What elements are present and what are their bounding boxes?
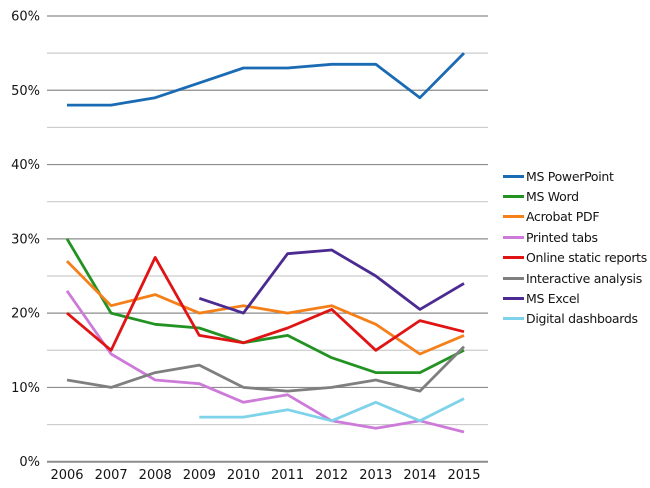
legend-label: MS Excel	[526, 291, 580, 307]
x-tick-label: 2006	[50, 468, 83, 483]
y-tick-label: 10%	[11, 381, 40, 396]
legend-label: Digital dashboards	[526, 311, 638, 327]
x-tick-label: 2010	[227, 468, 260, 483]
y-tick-label: 60%	[11, 10, 40, 25]
series-line-ms-word	[65, 238, 465, 374]
legend-line-swatch	[503, 276, 524, 280]
x-tick-label: 2011	[271, 468, 304, 483]
y-axis-tick-labels: 0% 10% 20% 30% 40% 50% 60%	[11, 10, 40, 471]
legend-line-swatch	[503, 297, 524, 301]
legend-line-swatch	[503, 195, 524, 199]
series-line-acrobat-pdf	[66, 260, 465, 356]
series-line-digital-dashboards	[199, 397, 465, 423]
x-tick-label: 2012	[315, 468, 348, 483]
x-tick-label: 2007	[95, 468, 128, 483]
y-tick-label: 0%	[19, 455, 40, 470]
legend-line-swatch	[503, 174, 524, 178]
x-tick-label: 2015	[447, 468, 480, 483]
series-line-online-static-reports	[66, 255, 465, 352]
series-line-printed-tabs	[65, 289, 465, 434]
legend-label: Interactive analysis	[526, 270, 642, 286]
x-tick-label: 2009	[183, 468, 216, 483]
gridlines	[47, 15, 488, 463]
legend-label: MS Word	[526, 189, 579, 205]
legend-item-ms-powerpoint: MS PowerPoint	[503, 166, 647, 186]
series-line-interactive-analysis	[66, 345, 465, 393]
y-tick-label: 20%	[11, 307, 40, 322]
legend-item-digital-dashboards: Digital dashboards	[503, 309, 647, 329]
series-line-ms-excel	[198, 248, 465, 315]
legend-label: MS PowerPoint	[526, 168, 614, 184]
x-tick-label: 2013	[359, 468, 392, 483]
legend-item-ms-excel: MS Excel	[503, 288, 647, 308]
legend-line-swatch	[503, 235, 524, 239]
legend-line-swatch	[503, 215, 524, 219]
legend-item-acrobat-pdf: Acrobat PDF	[503, 207, 647, 227]
series-lines	[65, 52, 465, 434]
y-tick-label: 30%	[11, 232, 40, 247]
legend-item-printed-tabs: Printed tabs	[503, 227, 647, 247]
legend-item-ms-word: MS Word	[503, 186, 647, 206]
x-tick-label: 2014	[403, 468, 436, 483]
legend-line-swatch	[503, 317, 524, 321]
y-tick-label: 40%	[11, 158, 40, 173]
y-tick-label: 50%	[11, 84, 40, 99]
x-axis-tick-labels: 2006 2007 2008 2009 2010 2011 2012 2013 2014 2015	[50, 468, 480, 483]
legend-label: Acrobat PDF	[526, 209, 600, 225]
chart-legend: MS PowerPoint MS Word Acrobat PDF Printed t…	[503, 166, 647, 329]
legend-label: Online static reports	[526, 250, 647, 266]
series-line-ms-powerpoint	[67, 52, 465, 107]
legend-item-online-static-reports: Online static reports	[503, 248, 647, 268]
legend-line-swatch	[503, 256, 524, 260]
x-tick-label: 2008	[139, 468, 172, 483]
legend-item-interactive-analysis: Interactive analysis	[503, 268, 647, 288]
legend-label: Printed tabs	[526, 229, 598, 245]
